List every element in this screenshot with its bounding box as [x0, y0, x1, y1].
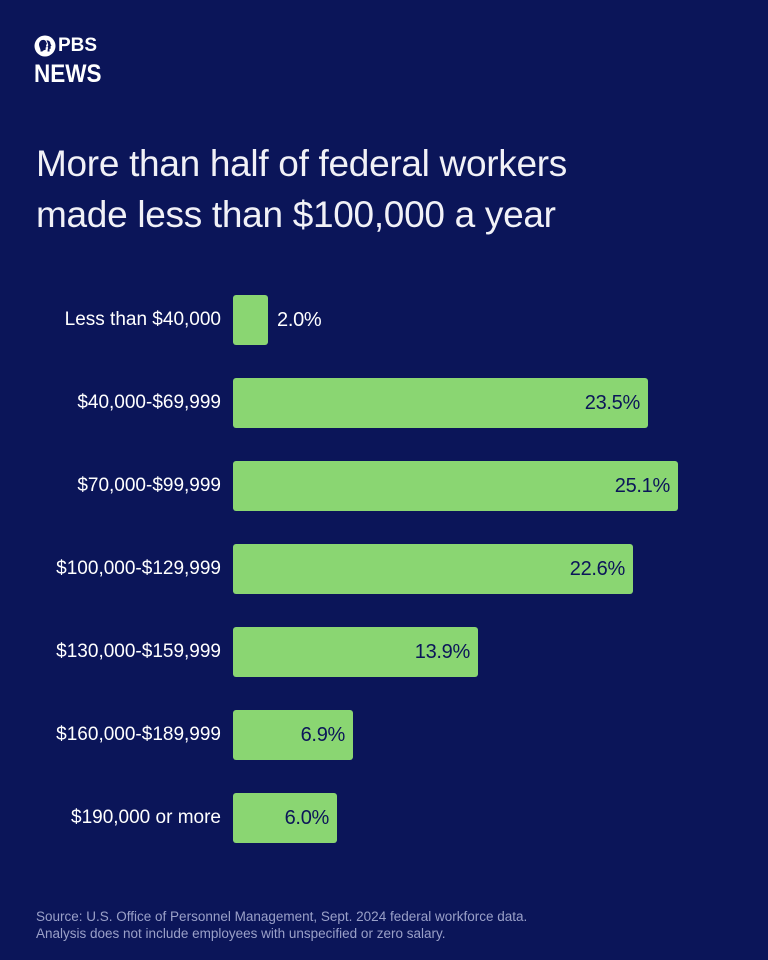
logo-pbs-text: PBS: [58, 35, 98, 56]
value-label: 25.1%: [614, 475, 671, 497]
pbs-news-logo: PBS NEWS: [34, 34, 124, 90]
logo-news-text: NEWS: [34, 60, 102, 88]
bar-row: $100,000-$129,999 22.6%: [0, 544, 768, 594]
bar: 23.5%: [233, 378, 648, 428]
bar-row: $130,000-$159,999 13.9%: [0, 627, 768, 677]
bar: 25.1%: [233, 461, 678, 511]
bar-row: $160,000-$189,999 6.9%: [0, 710, 768, 760]
value-label: 23.5%: [584, 392, 641, 414]
source-line-2: Analysis does not include employees with…: [36, 926, 446, 941]
bar-row: $70,000-$99,999 25.1%: [0, 461, 768, 511]
bar: [233, 295, 268, 345]
bar: 6.9%: [233, 710, 353, 760]
source-note: Source: U.S. Office of Personnel Managem…: [36, 908, 736, 942]
pbs-heads-icon: [34, 35, 56, 57]
category-label: $160,000-$189,999: [56, 724, 221, 745]
category-label: $70,000-$99,999: [77, 475, 221, 496]
category-label: Less than $40,000: [64, 309, 221, 330]
chart-title: More than half of federal workers made l…: [36, 138, 736, 240]
bar: 6.0%: [233, 793, 337, 843]
value-label: 22.6%: [569, 558, 626, 580]
bar: 13.9%: [233, 627, 478, 677]
title-line-2: made less than $100,000 a year: [36, 194, 556, 235]
value-label: 2.0%: [277, 309, 322, 331]
category-label: $40,000-$69,999: [77, 392, 221, 413]
category-label: $100,000-$129,999: [56, 558, 221, 579]
bar-row: $190,000 or more 6.0%: [0, 793, 768, 843]
bar: 22.6%: [233, 544, 633, 594]
value-label: 13.9%: [414, 641, 471, 663]
value-label: 6.9%: [300, 724, 346, 746]
category-label: $190,000 or more: [71, 807, 221, 828]
bar-row: $40,000-$69,999 23.5%: [0, 378, 768, 428]
category-label: $130,000-$159,999: [56, 641, 221, 662]
value-label: 6.0%: [284, 807, 330, 829]
title-line-1: More than half of federal workers: [36, 143, 567, 184]
source-line-1: Source: U.S. Office of Personnel Managem…: [36, 909, 528, 924]
bar-row: Less than $40,000 2.0%: [0, 295, 768, 345]
